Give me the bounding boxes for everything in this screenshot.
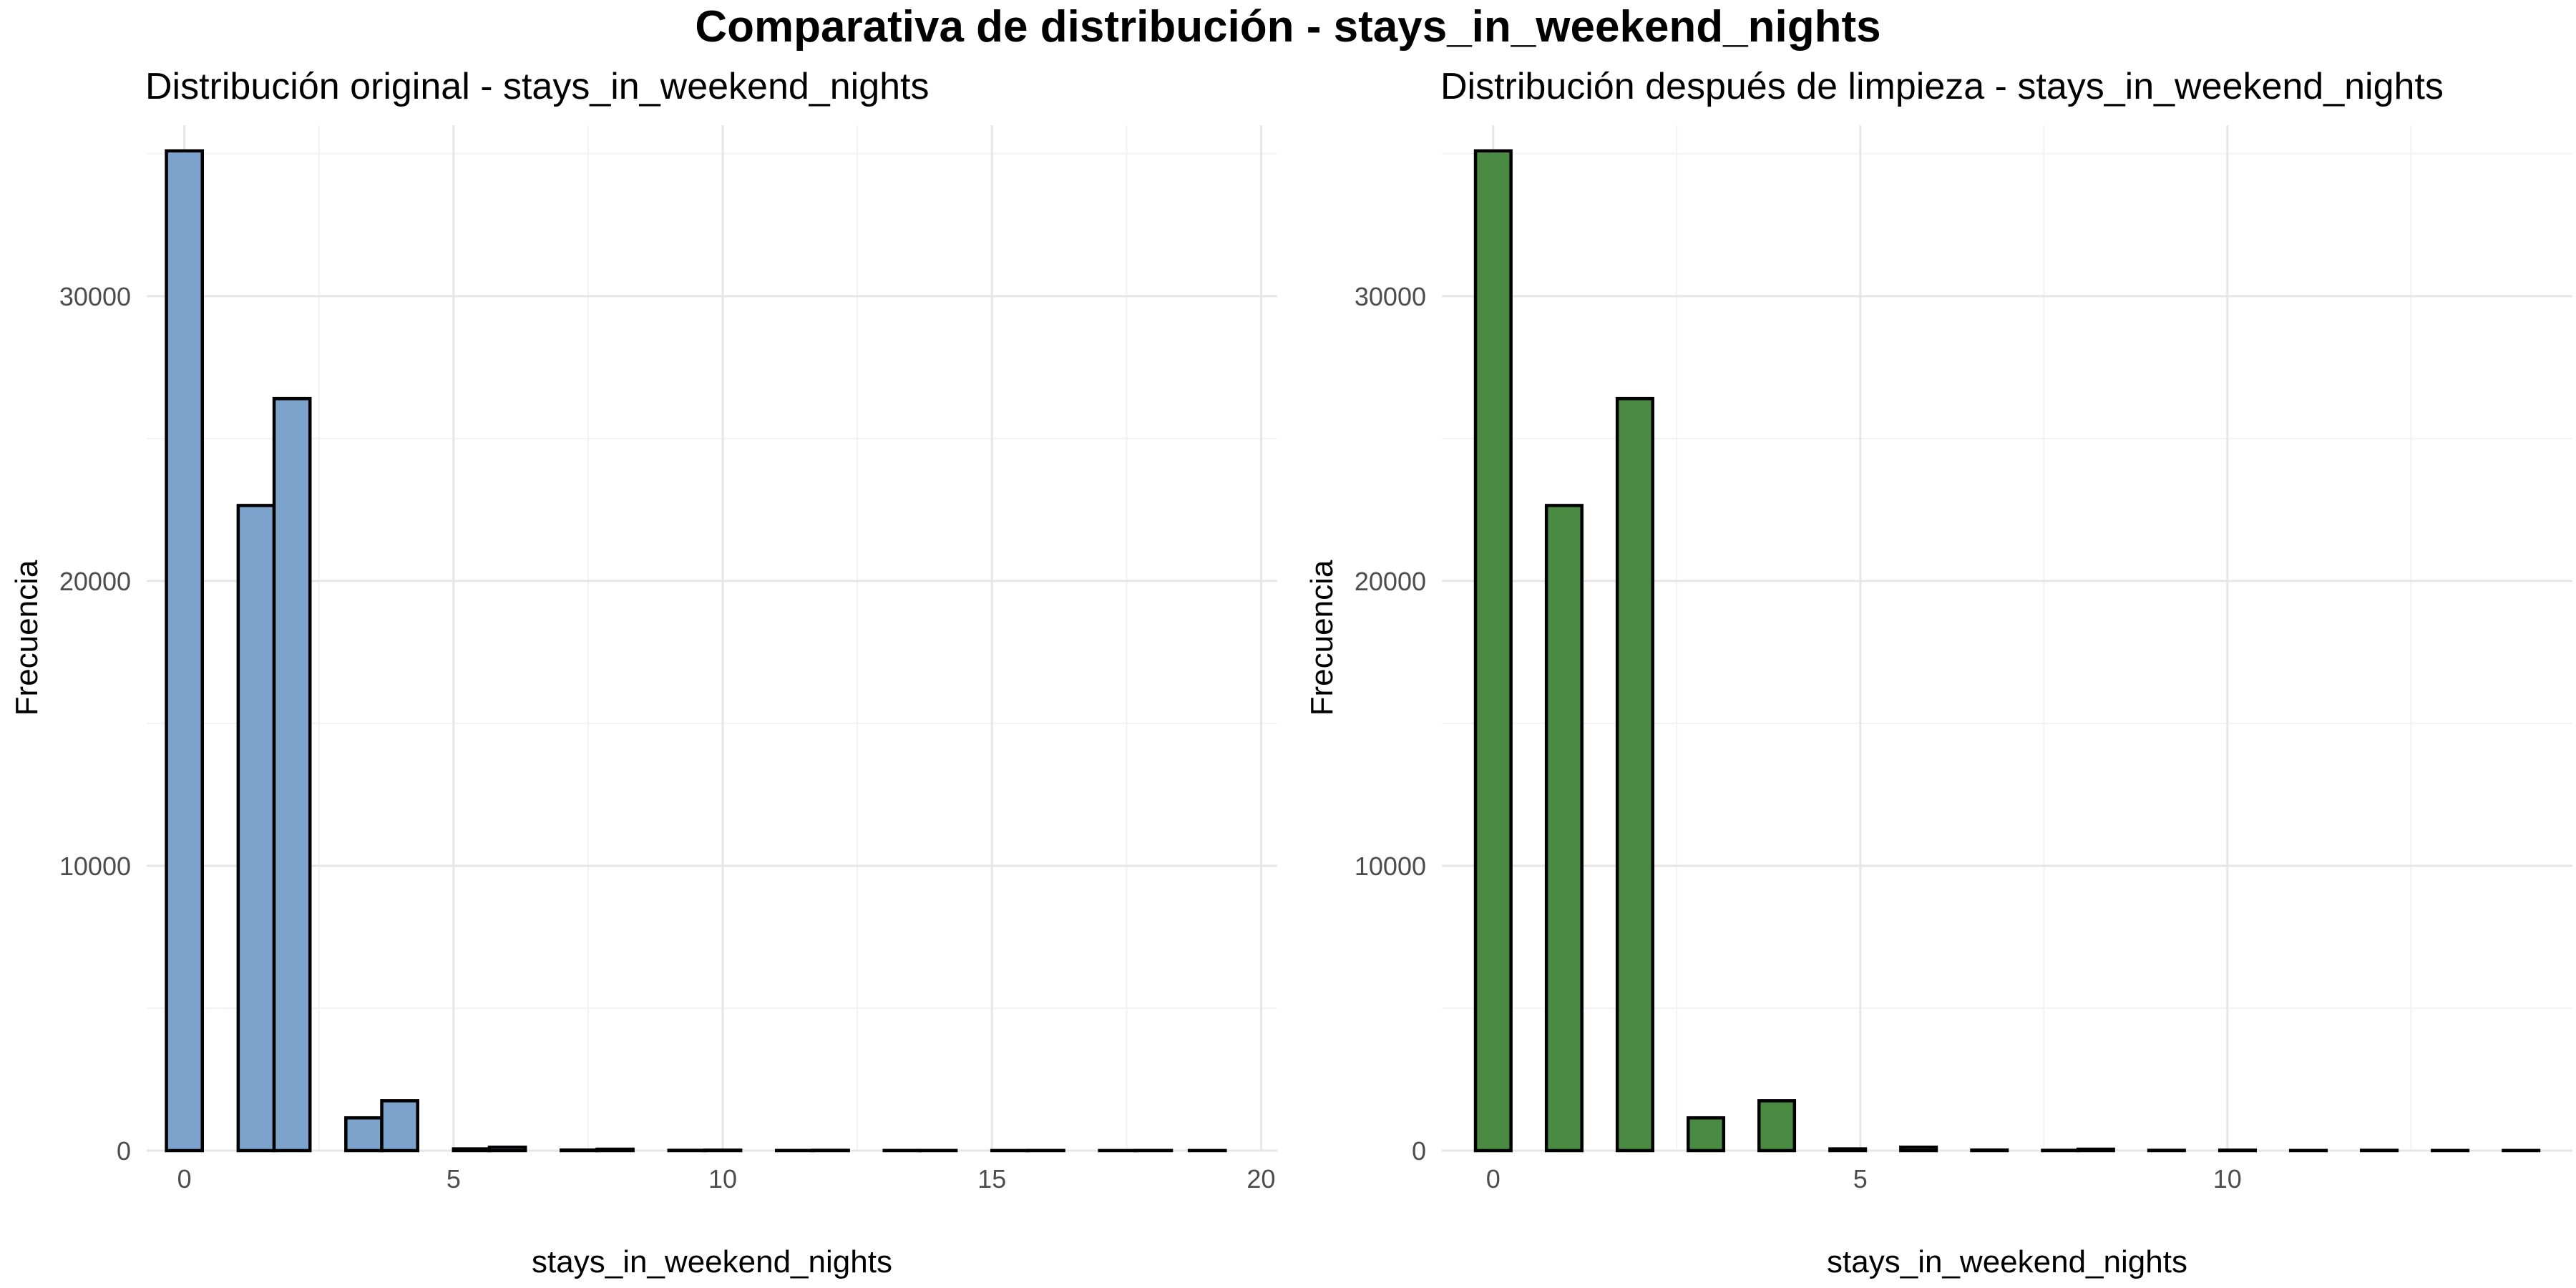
- histogram-bar: [1970, 1148, 2009, 1153]
- x-axis-label: stays_in_weekend_nights: [1827, 1244, 2187, 1279]
- y-tick-label: 30000: [1355, 282, 1426, 311]
- histogram-bar: [1828, 1147, 1868, 1153]
- histogram-bar: [1757, 1099, 1797, 1153]
- figure-title: Comparativa de distribución - stays_in_w…: [695, 2, 1880, 52]
- histogram-bar: [595, 1147, 635, 1153]
- panel-title: Distribución después de limpieza - stays…: [1440, 66, 2444, 107]
- histogram-bar: [703, 1148, 743, 1153]
- x-tick-label: 0: [1486, 1164, 1501, 1194]
- panel-after-cleaning: 0 10000 20000 30000 0 5 10 Distribución después…: [1304, 66, 2572, 1279]
- panel-original: 0 10000 20000 30000 0 5 10 15 20 Distribución ori…: [9, 66, 1277, 1279]
- histogram-bar: [487, 1145, 527, 1153]
- y-tick-label: 0: [117, 1136, 131, 1166]
- histogram-bar: [165, 149, 205, 1153]
- histogram-bar: [560, 1148, 599, 1153]
- y-axis-label: Frecuencia: [1304, 560, 1340, 716]
- x-axis-label: stays_in_weekend_nights: [532, 1244, 892, 1279]
- x-tick-label: 5: [447, 1164, 461, 1194]
- histogram-bar: [380, 1099, 419, 1153]
- histogram-bar: [1544, 504, 1584, 1153]
- x-tick-label: 5: [1853, 1164, 1868, 1194]
- panel-title: Distribución original - stays_in_weekend…: [145, 66, 929, 107]
- histogram-bar: [344, 1116, 384, 1153]
- y-tick-label: 20000: [59, 567, 131, 596]
- y-tick-label: 0: [1412, 1136, 1426, 1166]
- x-tick-label: 10: [2213, 1164, 2242, 1194]
- histogram-bar: [236, 504, 276, 1153]
- histogram-bar: [272, 396, 312, 1153]
- y-tick-label: 20000: [1355, 567, 1426, 596]
- x-tick-label: 20: [1246, 1164, 1275, 1194]
- y-axis-label: Frecuencia: [9, 560, 44, 716]
- histogram-bar: [452, 1147, 492, 1153]
- y-tick-label: 30000: [59, 282, 131, 311]
- x-tick-label: 15: [977, 1164, 1006, 1194]
- histogram-bar: [2218, 1148, 2257, 1153]
- x-tick-label: 10: [708, 1164, 737, 1194]
- y-tick-label: 10000: [1355, 852, 1426, 881]
- histogram-bar: [2076, 1147, 2115, 1153]
- y-tick-label: 10000: [59, 852, 131, 881]
- histogram-bar: [1687, 1116, 1726, 1153]
- histogram-bar: [1473, 149, 1513, 1153]
- histogram-bar: [1899, 1145, 1938, 1153]
- x-tick-label: 0: [177, 1164, 192, 1194]
- histogram-bar: [1615, 396, 1654, 1153]
